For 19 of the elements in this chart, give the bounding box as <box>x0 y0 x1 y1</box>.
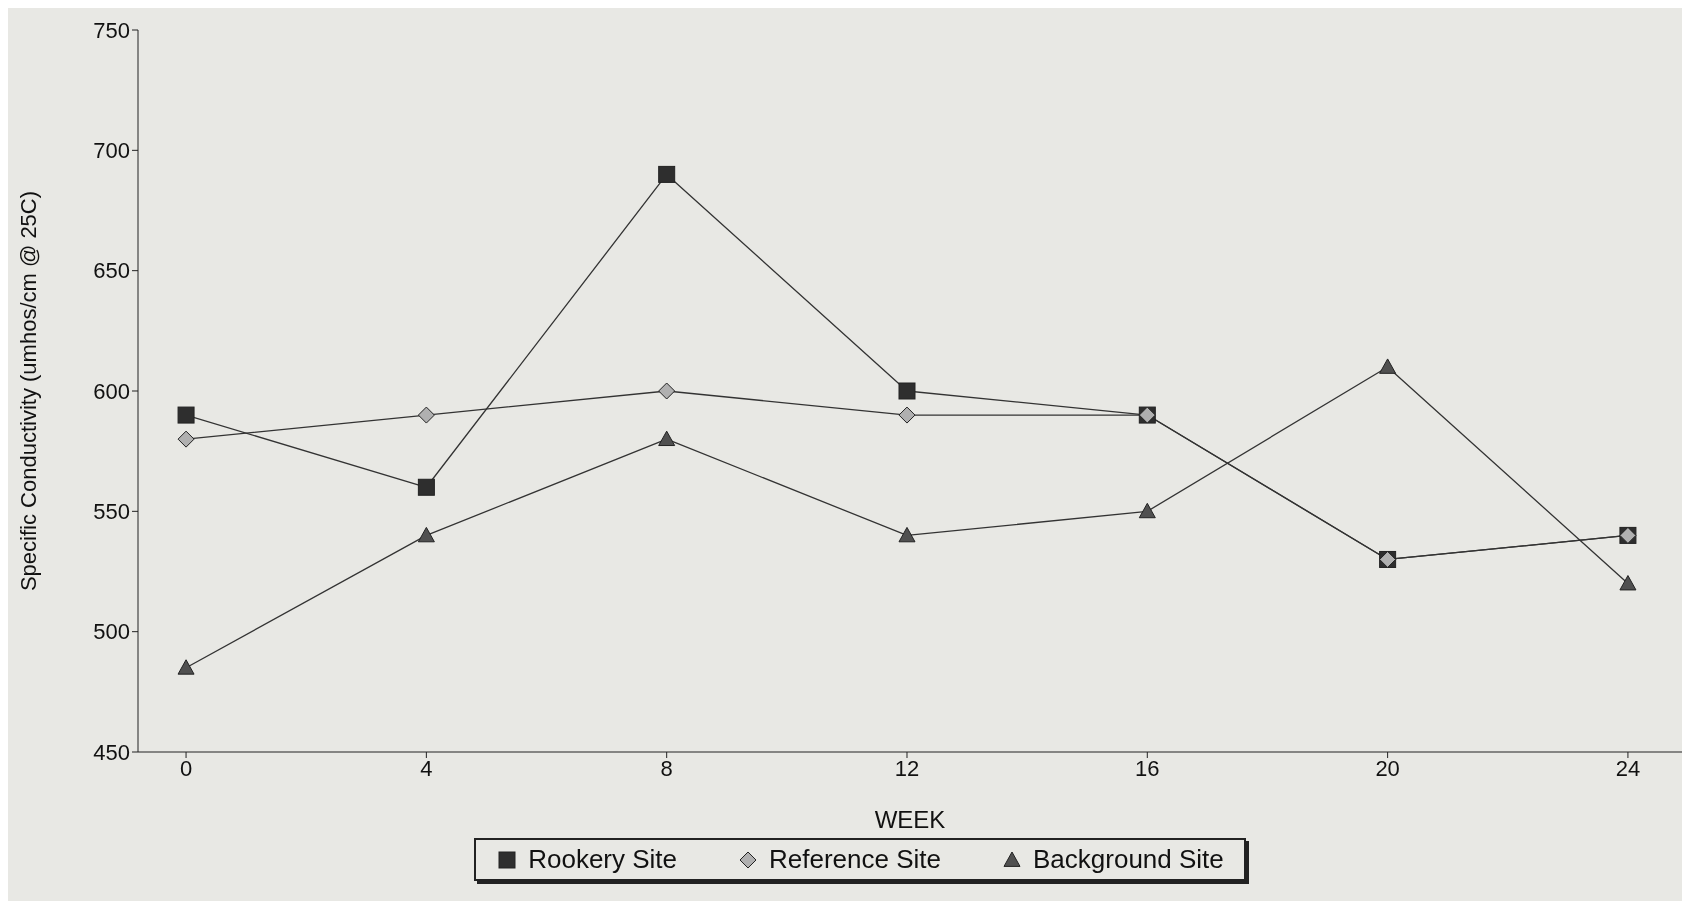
y-axis-title: Specific Conductivity (umhos/cm @ 25C) <box>15 190 41 592</box>
legend-label: Reference Site <box>768 844 942 875</box>
legend-label: Background Site <box>1032 844 1224 875</box>
x-tick-label: 12 <box>894 755 920 781</box>
x-axis-title: WEEK <box>874 806 946 833</box>
x-tick-label: 8 <box>660 755 673 781</box>
y-tick-label: 450 <box>93 739 130 765</box>
y-tick-label: 550 <box>93 499 130 525</box>
x-tick-label: 16 <box>1135 755 1160 781</box>
y-tick-label: 650 <box>93 258 130 284</box>
y-tick-label: 750 <box>93 17 130 43</box>
x-tick-label: 24 <box>1615 755 1641 781</box>
x-tick-label: 4 <box>420 755 433 781</box>
x-tick-label: 0 <box>179 755 193 781</box>
y-tick-label: 600 <box>93 378 130 404</box>
x-tick-label: 20 <box>1375 755 1400 781</box>
y-tick-label: 500 <box>93 619 130 645</box>
legend-label: Rookery Site <box>527 844 678 875</box>
y-tick-label: 700 <box>93 138 130 164</box>
